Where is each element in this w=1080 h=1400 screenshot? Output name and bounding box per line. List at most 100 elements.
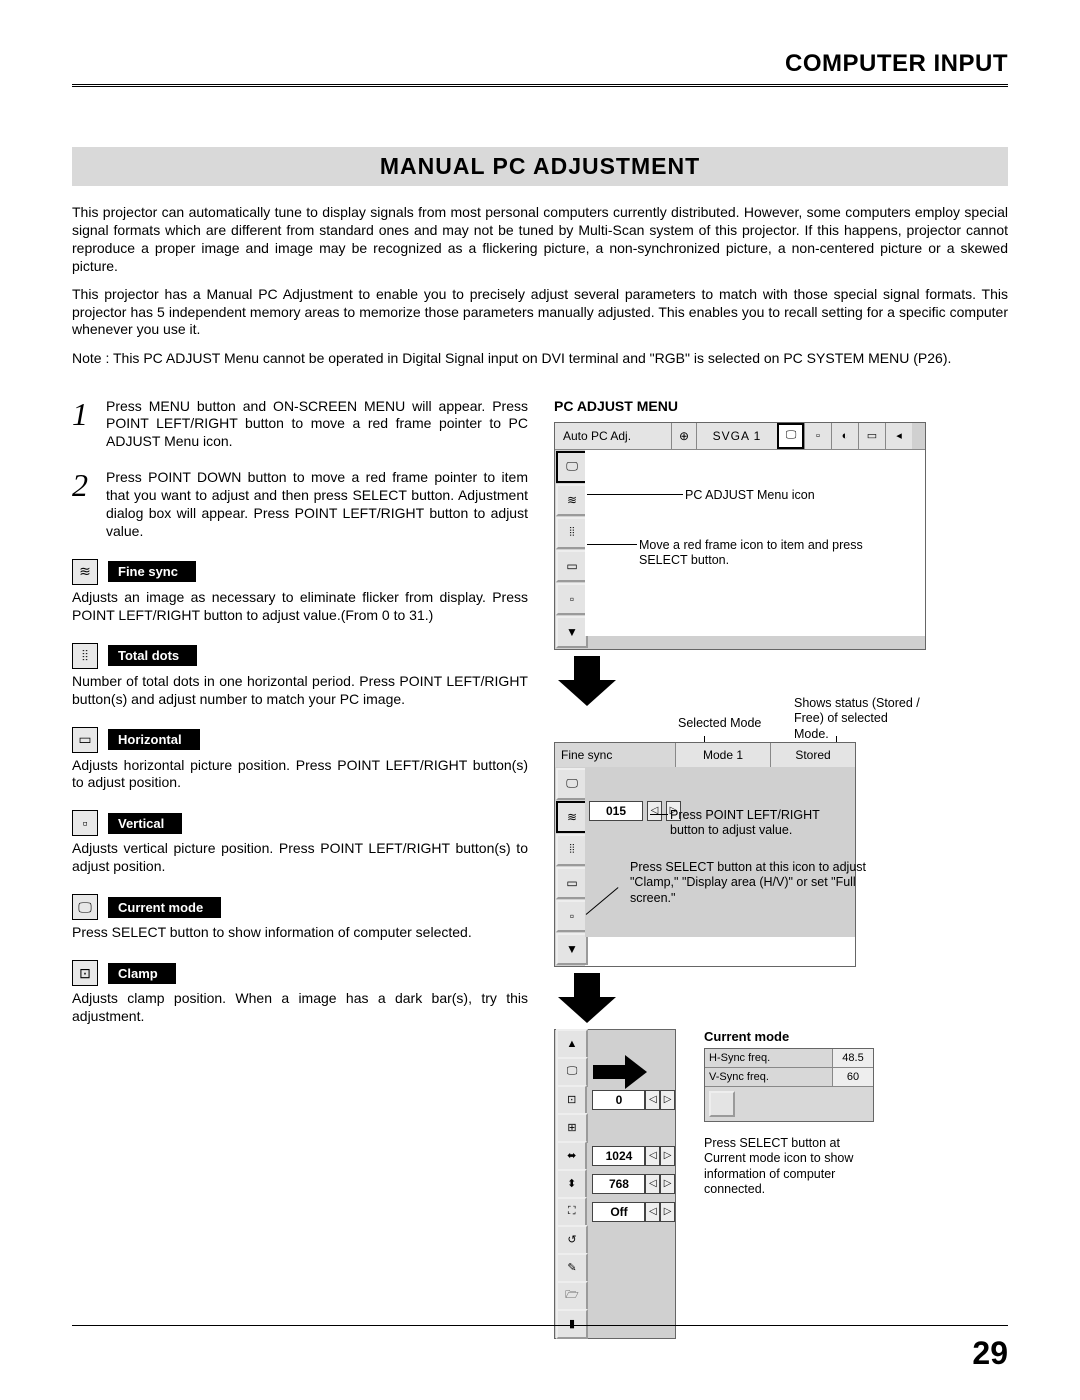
up-arrow-icon: ▲ <box>556 1029 588 1059</box>
right-arrow-icon: ▷ <box>660 1202 675 1222</box>
left-arrow-icon: ◁ <box>645 1146 660 1166</box>
right-arrow-icon: ▷ <box>660 1146 675 1166</box>
param-desc: Adjusts an image as necessary to elimina… <box>72 589 528 625</box>
quit-icon: ▮ <box>556 1309 588 1339</box>
param-label: Total dots <box>108 645 197 666</box>
menu3-area: ▲ 🖵 ⊡0◁▷ ⊞ ⬌1024◁▷ ⬍768◁▷ ⛶Off◁▷ ↺ ✎ 🗁 ▮… <box>554 1029 1004 1339</box>
param-total-dots: ⦙⦙ Total dots Number of total dots in on… <box>72 643 528 709</box>
down-arrow-icon: ▼ <box>556 616 588 648</box>
tab-icon: ◐ <box>831 423 858 449</box>
vertical-icon: ▫ <box>556 583 588 615</box>
left-arrow-icon: ◁ <box>645 1202 660 1222</box>
fine-sync-icon: ≋ <box>72 559 98 585</box>
h-area-icon: ⬌ <box>556 1141 587 1171</box>
right-column: PC ADJUST MENU Auto PC Adj. ⊕ SVGA 1 🖵 ▫… <box>554 398 1004 1339</box>
manual-page: COMPUTER INPUT MANUAL PC ADJUSTMENT This… <box>0 0 1080 1400</box>
vertical-icon: ▫ <box>556 900 588 932</box>
param-label: Clamp <box>108 963 176 984</box>
tab-icon: ▭ <box>858 423 885 449</box>
right-arrow-icon: ▷ <box>660 1174 675 1194</box>
total-dots-icon: ⦙⦙ <box>556 517 588 549</box>
horizontal-icon: ▭ <box>72 727 98 753</box>
input-icon: ⊕ <box>671 423 696 449</box>
footer-rule <box>72 1325 1008 1326</box>
callout-adjust-value: Press POINT LEFT/RIGHT button to adjust … <box>670 808 850 839</box>
vertical-icon: ▫ <box>72 810 98 836</box>
menu-screenshot-2: Fine sync Mode 1 Stored 🖵 ≋ ⦙⦙ ▭ ▫ ▼ <box>554 742 856 967</box>
total-dots-icon: ⦙⦙ <box>72 643 98 669</box>
intro-note: Note : This PC ADJUST Menu cannot be ope… <box>72 349 1008 367</box>
callout-instruction: Move a red frame icon to item and press … <box>639 538 869 569</box>
fine-sync-icon: ≋ <box>556 801 588 833</box>
fine-sync-value: 015 <box>589 801 643 821</box>
vsync-value: 60 <box>833 1068 873 1086</box>
callout-status: Shows status (Stored / Free) of selected… <box>794 696 924 743</box>
tab-icon: ◂ <box>885 423 912 449</box>
tab-icon: ▫ <box>804 423 831 449</box>
param-label: Fine sync <box>108 561 196 582</box>
clamp-icon: ⊡ <box>556 1085 587 1115</box>
menu2-status: Stored <box>771 743 855 767</box>
clamp-icon: ⊡ <box>72 960 98 986</box>
v-area-icon: ⬍ <box>556 1169 587 1199</box>
step-number: 1 <box>72 398 92 452</box>
vsync-label: V-Sync freq. <box>705 1068 833 1086</box>
auto-pc-icon: 🖵 <box>556 768 588 800</box>
current-mode-icon: 🖵 <box>72 894 98 920</box>
param-desc: Adjusts horizontal picture position. Pre… <box>72 757 528 793</box>
pc-adjust-tab-icon: 🖵 <box>777 423 804 449</box>
callout-select-icon: Press SELECT button at this icon to adju… <box>630 860 880 907</box>
info-title: Current mode <box>704 1029 874 1044</box>
param-desc: Adjusts vertical picture position. Press… <box>72 840 528 876</box>
param-label: Vertical <box>108 813 182 834</box>
param-desc: Adjusts clamp position. When a image has… <box>72 990 528 1026</box>
page-header: COMPUTER INPUT <box>72 50 1008 87</box>
current-mode-icon: 🖵 <box>556 1057 588 1087</box>
callout-selected-mode: Selected Mode <box>678 716 761 732</box>
fullscreen-icon: ⛶ <box>556 1197 587 1227</box>
param-current-mode: 🖵 Current mode Press SELECT button to sh… <box>72 894 528 942</box>
menu-screenshot-1: Auto PC Adj. ⊕ SVGA 1 🖵 ▫ ◐ ▭ ◂ <box>554 422 926 650</box>
pc-adjust-menu-heading: PC ADJUST MENU <box>554 398 1004 414</box>
menu2-name: Fine sync <box>555 743 676 767</box>
width-value: 1024 <box>592 1146 645 1166</box>
intro-p1: This projector can automatically tune to… <box>72 204 1008 276</box>
system-label: SVGA 1 <box>696 423 777 449</box>
page-number: 29 <box>972 1335 1008 1372</box>
step-2: 2 Press POINT DOWN button to move a red … <box>72 469 528 541</box>
left-column: 1 Press MENU button and ON-SCREEN MENU w… <box>72 398 528 1339</box>
clamp-value: 0 <box>592 1090 645 1110</box>
left-arrow-icon: ◁ <box>645 1174 660 1194</box>
param-label: Current mode <box>108 897 221 918</box>
intro-p2: This projector has a Manual PC Adjustmen… <box>72 286 1008 340</box>
free-icon: ✎ <box>556 1253 588 1283</box>
display-area-icon: ⊞ <box>556 1113 588 1143</box>
quit-icon <box>709 1091 735 1117</box>
left-arrow-icon: ◁ <box>645 1090 660 1110</box>
step-text: Press POINT DOWN button to move a red fr… <box>106 469 528 541</box>
callout-current-mode: Press SELECT button at Current mode icon… <box>704 1136 874 1199</box>
reset-icon: ↺ <box>556 1225 588 1255</box>
hsync-label: H-Sync freq. <box>705 1049 833 1067</box>
height-value: 768 <box>592 1174 645 1194</box>
total-dots-icon: ⦙⦙ <box>556 834 588 866</box>
param-clamp: ⊡ Clamp Adjusts clamp position. When a i… <box>72 960 528 1026</box>
menu2-mode: Mode 1 <box>676 743 771 767</box>
auto-pc-icon: 🖵 <box>556 451 588 483</box>
down-arrow-icon: ▼ <box>556 933 588 965</box>
param-desc: Number of total dots in one horizontal p… <box>72 673 528 709</box>
menu1-label: Auto PC Adj. <box>555 423 671 449</box>
left-arrow-icon: ◁ <box>647 801 662 821</box>
horizontal-icon: ▭ <box>556 550 588 582</box>
horizontal-icon: ▭ <box>556 867 588 899</box>
callout-menu-icon: PC ADJUST Menu icon <box>685 488 815 504</box>
param-horizontal: ▭ Horizontal Adjusts horizontal picture … <box>72 727 528 793</box>
param-desc: Press SELECT button to show information … <box>72 924 528 942</box>
step-1: 1 Press MENU button and ON-SCREEN MENU w… <box>72 398 528 452</box>
param-vertical: ▫ Vertical Adjusts vertical picture posi… <box>72 810 528 876</box>
down-arrow-icon <box>558 973 616 1023</box>
current-mode-info: Current mode H-Sync freq.48.5 V-Sync fre… <box>704 1029 874 1199</box>
right-arrow-icon: ▷ <box>660 1090 675 1110</box>
step-number: 2 <box>72 469 92 541</box>
section-title: MANUAL PC ADJUSTMENT <box>72 147 1008 186</box>
